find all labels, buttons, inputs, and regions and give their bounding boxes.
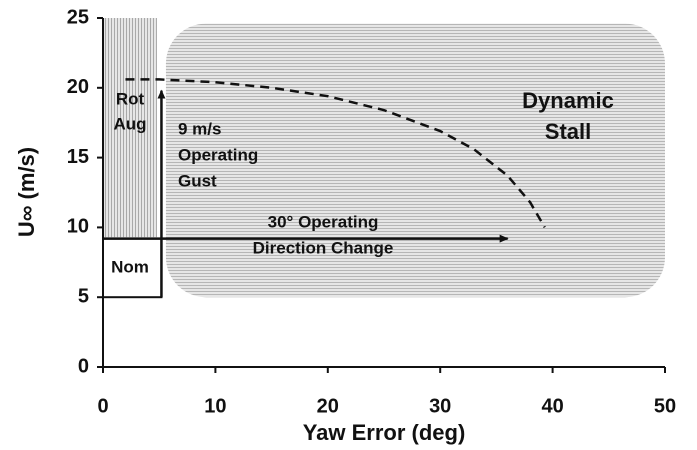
arrow-label: Direction Change [253, 238, 394, 257]
region-label: Aug [113, 114, 146, 133]
arrow-label: 9 m/s [178, 119, 221, 138]
arrow-label: Gust [178, 171, 217, 190]
x-tick-label: 20 [317, 395, 339, 417]
y-tick-label: 5 [78, 285, 89, 307]
region-label: Nom [111, 257, 149, 276]
region-label: Rot [116, 89, 145, 108]
y-tick-label: 15 [67, 146, 89, 168]
x-tick-label: 40 [541, 395, 563, 417]
arrow-label: 30° Operating [268, 212, 379, 231]
y-tick-label: 20 [67, 76, 89, 98]
x-tick-label: 30 [429, 395, 451, 417]
x-tick-label: 0 [97, 395, 108, 417]
region [165, 23, 665, 298]
x-tick-label: 50 [654, 395, 676, 417]
region [103, 18, 157, 238]
x-tick-label: 10 [204, 395, 226, 417]
y-tick-label: 25 [67, 6, 89, 28]
y-tick-label: 0 [78, 355, 89, 377]
arrow-label: Operating [178, 145, 258, 164]
line [125, 78, 546, 229]
region-label: Dynamic [522, 88, 614, 113]
y-axis-title: U∞ (m/s) [14, 147, 39, 237]
y-tick-label: 10 [67, 216, 89, 238]
plot-area: Rot Aug Dynamic Stall Nom 0 10 20 30 40 50 0 5 10 15 20… [67, 6, 676, 417]
region-label: Stall [545, 119, 591, 144]
x-axis-title: Yaw Error (deg) [303, 420, 466, 445]
